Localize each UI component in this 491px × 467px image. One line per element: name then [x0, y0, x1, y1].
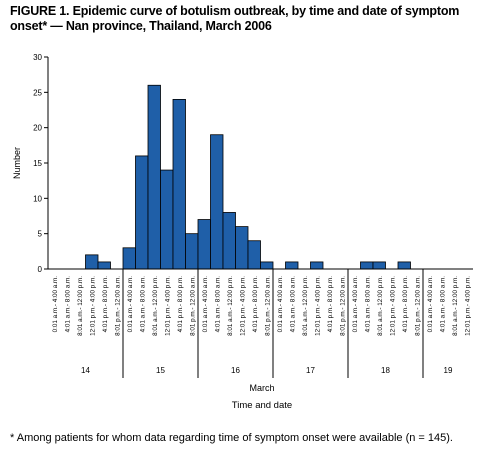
y-tick-label: 0 [38, 265, 43, 274]
bar [160, 169, 174, 270]
y-tick-label: 20 [33, 124, 42, 133]
bar [285, 261, 299, 270]
x-tick-label: 4:01 p.m.- 8:00 p.m. [402, 276, 409, 333]
bar [310, 261, 324, 270]
y-axis-label: Number [12, 147, 22, 179]
month-label: March [249, 383, 274, 393]
bar [360, 261, 374, 270]
x-tick-label: 4:01 a.m.- 8:00 a.m. [139, 276, 146, 333]
x-tick-label: 0:01 a.m.- 4:00 a.m. [427, 276, 434, 333]
day-label: 14 [81, 366, 90, 375]
bar [210, 134, 224, 270]
y-tick-label: 5 [38, 230, 43, 239]
x-tick-label: 4:01 a.m.- 8:00 a.m. [439, 276, 446, 333]
day-label: 19 [444, 366, 453, 375]
x-tick-label: 8:01 a.m.- 12:00 p.m. [452, 276, 459, 336]
day-labels: 14 15 16 17 18 19 [81, 269, 453, 378]
epidemic-curve-chart: 0 5 10 15 20 25 30 0:01 a.m.- 4:00 a.m. 4:01 a.… [12, 53, 473, 411]
x-tick-label: 8:01 p.m.- 12:00 a.m. [339, 276, 346, 336]
x-tick-label: 4:01 p.m.- 8:00 p.m. [177, 276, 184, 333]
x-tick-label: 8:01 a.m.- 12:00 p.m. [152, 276, 159, 336]
bar [97, 261, 111, 270]
bar [222, 212, 236, 270]
x-tick-label: 12:01 p.m.- 4:00 p.m. [89, 276, 96, 336]
x-axis-label: Time and date [232, 400, 292, 411]
y-tick-label: 25 [33, 88, 42, 97]
bar [397, 261, 411, 270]
bar [247, 240, 261, 270]
chart-title: FIGURE 1. Epidemic curve of botulism out… [10, 4, 460, 33]
x-tick-label: 12:01 p.m.- 4:00 p.m. [464, 276, 471, 336]
x-tick-label: 0:01 a.m.- 4:00 a.m. [127, 276, 134, 333]
x-tick-label: 8:01 p.m.- 12:00 a.m. [414, 276, 421, 336]
bar [135, 155, 149, 270]
x-tick-label: 8:01 a.m.- 12:00 p.m. [227, 276, 234, 336]
bar [85, 254, 99, 270]
x-tick-label: 4:01 a.m.- 8:00 a.m. [364, 276, 371, 333]
bar [147, 84, 161, 270]
day-label: 16 [231, 366, 240, 375]
x-tick-label: 12:01 p.m.- 4:00 p.m. [389, 276, 396, 336]
y-tick-label: 30 [33, 53, 42, 62]
x-tick-label: 0:01 a.m.- 4:00 a.m. [202, 276, 209, 333]
bar [122, 247, 136, 270]
x-tick-label: 4:01 a.m.- 8:00 a.m. [64, 276, 71, 333]
day-label: 15 [156, 366, 165, 375]
day-label: 18 [381, 366, 390, 375]
y-axis: 0 5 10 15 20 25 30 [33, 53, 49, 274]
x-tick-label: 12:01 p.m.- 4:00 p.m. [164, 276, 171, 336]
bar [372, 261, 386, 270]
x-tick-label: 8:01 a.m.- 12:00 p.m. [302, 276, 309, 336]
footnote: * Among patients for whom data regarding… [10, 432, 453, 444]
bars [85, 84, 411, 270]
x-tick-label: 4:01 p.m.- 8:00 p.m. [252, 276, 259, 333]
bar [235, 226, 249, 270]
x-tick-label: 0:01 a.m.- 4:00 a.m. [277, 276, 284, 333]
x-tick-label: 0:01 a.m.- 4:00 a.m. [352, 276, 359, 333]
bar [197, 219, 211, 270]
x-tick-label: 8:01 p.m.- 12:00 a.m. [264, 276, 271, 336]
x-tick-label: 8:01 a.m.- 12:00 p.m. [77, 276, 84, 336]
x-tick-label: 8:01 p.m.- 12:00 a.m. [114, 276, 121, 336]
y-tick-label: 15 [33, 159, 42, 168]
x-axis: 0:01 a.m.- 4:00 a.m. 4:01 a.m.- 8:00 a.m.… [48, 268, 473, 336]
x-tick-label: 8:01 p.m.- 12:00 a.m. [189, 276, 196, 336]
bar [172, 99, 186, 270]
bar [185, 233, 199, 270]
y-tick-label: 10 [33, 194, 42, 203]
x-tick-label: 12:01 p.m.- 4:00 p.m. [239, 276, 246, 336]
x-tick-label: 8:01 a.m.- 12:00 p.m. [377, 276, 384, 336]
x-tick-label: 4:01 p.m.- 8:00 p.m. [102, 276, 109, 333]
x-tick-label: 0:01 a.m.- 4:00 a.m. [52, 276, 59, 333]
x-tick-label: 4:01 p.m.- 8:00 p.m. [327, 276, 334, 333]
bar [260, 261, 274, 270]
x-tick-label: 4:01 a.m.- 8:00 a.m. [214, 276, 221, 333]
day-label: 17 [306, 366, 315, 375]
x-tick-label: 4:01 a.m.- 8:00 a.m. [289, 276, 296, 333]
x-tick-label: 12:01 p.m.- 4:00 p.m. [314, 276, 321, 336]
